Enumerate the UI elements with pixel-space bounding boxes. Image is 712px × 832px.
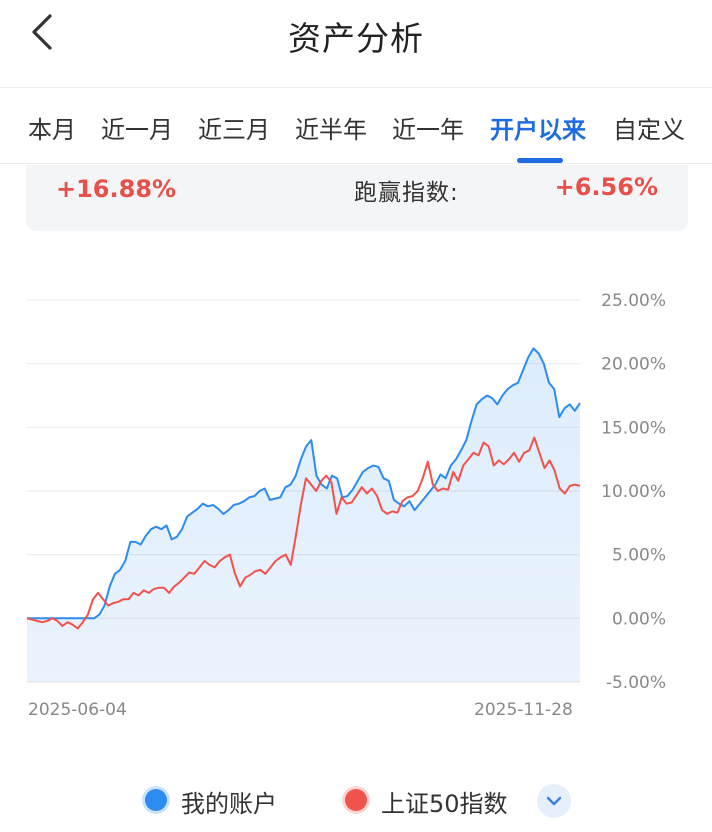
y-tick-label: 10.00% <box>601 482 666 502</box>
tab-last-half-year[interactable]: 近半年 <box>295 116 367 144</box>
period-tabs: 本月 近一月 近三月 近半年 近一年 开户以来 自定义 <box>0 88 712 164</box>
legend-label: 我的账户 <box>181 790 277 818</box>
tab-last-three-months[interactable]: 近三月 <box>198 116 270 144</box>
y-tick-label: -5.00% <box>606 673 666 693</box>
legend-label: 上证50指数 <box>381 790 508 818</box>
legend-dot-icon <box>145 789 167 811</box>
y-tick-label: 5.00% <box>612 546 666 566</box>
chart-legend: 我的账户 上证50指数 <box>0 780 712 820</box>
return-chart-svg: 25.00% 20.00% 15.00% 10.00% 5.00% 0.00% -5.00% <box>26 291 666 693</box>
tab-last-month[interactable]: 近一月 <box>101 116 173 144</box>
x-axis-end-date: 2025-11-28 <box>474 700 573 720</box>
x-axis-start-date: 2025-06-04 <box>28 700 127 720</box>
my-account-line <box>27 347 581 620</box>
back-button[interactable] <box>22 10 62 54</box>
y-tick-label: 20.00% <box>601 355 666 375</box>
legend-dot-icon <box>345 789 367 811</box>
account-area-fill <box>27 348 580 682</box>
y-axis-ticks: 25.00% 20.00% 15.00% 10.00% 5.00% 0.00% -5.00% <box>601 291 666 693</box>
return-value: +16.88% <box>56 175 177 203</box>
expand-legend-button[interactable] <box>537 784 571 818</box>
beat-index-label: 跑赢指数: <box>354 180 459 206</box>
legend-my-account[interactable]: 我的账户 <box>145 780 295 820</box>
y-tick-label: 15.00% <box>601 418 666 438</box>
beat-index-value: +6.56% <box>554 173 658 201</box>
page-title: 资产分析 <box>288 19 424 58</box>
tab-since-opening[interactable]: 开户以来 <box>490 116 586 144</box>
sse50-index-line <box>26 436 581 630</box>
return-chart[interactable]: 25.00% 20.00% 15.00% 10.00% 5.00% 0.00% -5.00%… <box>0 270 712 730</box>
series-lines <box>26 347 581 682</box>
tab-this-month[interactable]: 本月 <box>28 116 76 144</box>
y-tick-label: 25.00% <box>601 291 666 311</box>
tab-custom[interactable]: 自定义 <box>613 116 685 144</box>
summary-card: +16.88% 跑赢指数: +6.56% <box>26 165 688 231</box>
chevron-down-icon <box>546 796 562 806</box>
legend-sse50-index[interactable]: 上证50指数 <box>345 780 525 820</box>
tab-last-year[interactable]: 近一年 <box>392 116 464 144</box>
header-bar: 资产分析 <box>0 0 712 88</box>
chevron-left-icon <box>32 14 52 50</box>
active-tab-indicator <box>517 158 563 163</box>
y-tick-label: 0.00% <box>612 609 666 629</box>
